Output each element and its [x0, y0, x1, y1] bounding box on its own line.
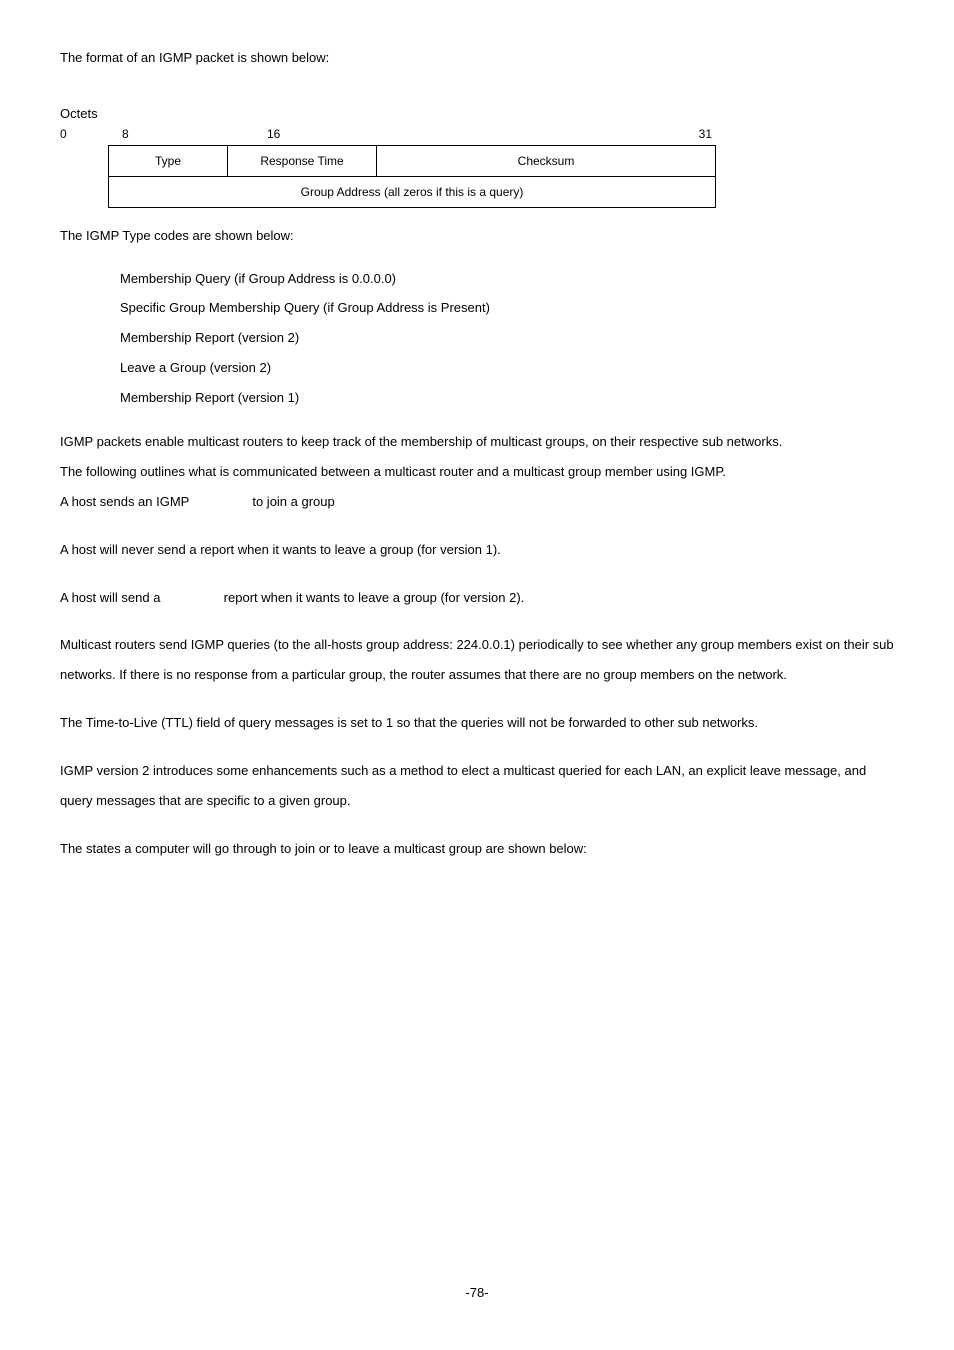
- ruler-31: 31: [602, 125, 720, 143]
- octet-ruler: 0 8 16 31: [60, 125, 720, 143]
- cell-type: Type: [109, 146, 228, 177]
- paragraph-5: The Time-to-Live (TTL) field of query me…: [60, 708, 894, 738]
- text-frag: A host sends an IGMP: [60, 494, 193, 509]
- paragraph-block-1: IGMP packets enable multicast routers to…: [60, 427, 894, 517]
- list-item: Leave a Group (version 2): [120, 353, 894, 383]
- table-row: Group Address (all zeros if this is a qu…: [109, 177, 716, 208]
- text-frag: report when it wants to leave a group (f…: [220, 590, 524, 605]
- type-codes-intro: The IGMP Type codes are shown below:: [60, 226, 894, 246]
- para-line: IGMP packets enable multicast routers to…: [60, 427, 894, 457]
- ruler-8: 8: [122, 125, 267, 143]
- paragraph-4: Multicast routers send IGMP queries (to …: [60, 630, 894, 690]
- para-line: The following outlines what is communica…: [60, 457, 894, 487]
- intro-text: The format of an IGMP packet is shown be…: [60, 48, 894, 68]
- cell-group-address: Group Address (all zeros if this is a qu…: [109, 177, 716, 208]
- para-line: A host sends an IGMP to join a group: [60, 487, 894, 517]
- paragraph-3: A host will send a report when it wants …: [60, 583, 894, 613]
- list-item: Membership Query (if Group Address is 0.…: [120, 264, 894, 294]
- packet-table: Type Response Time Checksum Group Addres…: [108, 145, 716, 208]
- type-codes-list: Membership Query (if Group Address is 0.…: [120, 264, 894, 413]
- list-item: Membership Report (version 1): [120, 383, 894, 413]
- text-frag: A host will send a: [60, 590, 164, 605]
- page-number: -78-: [60, 1283, 894, 1303]
- list-item: Membership Report (version 2): [120, 323, 894, 353]
- paragraph-2: A host will never send a report when it …: [60, 535, 894, 565]
- paragraph-6: IGMP version 2 introduces some enhanceme…: [60, 756, 894, 816]
- table-row: Type Response Time Checksum: [109, 146, 716, 177]
- list-item: Specific Group Membership Query (if Grou…: [120, 293, 894, 323]
- paragraph-7: The states a computer will go through to…: [60, 834, 894, 864]
- ruler-16: 16: [267, 125, 602, 143]
- cell-checksum: Checksum: [377, 146, 716, 177]
- text-frag: to join a group: [249, 494, 335, 509]
- octets-label: Octets: [60, 104, 894, 124]
- ruler-0: 0: [60, 125, 122, 143]
- cell-response-time: Response Time: [228, 146, 377, 177]
